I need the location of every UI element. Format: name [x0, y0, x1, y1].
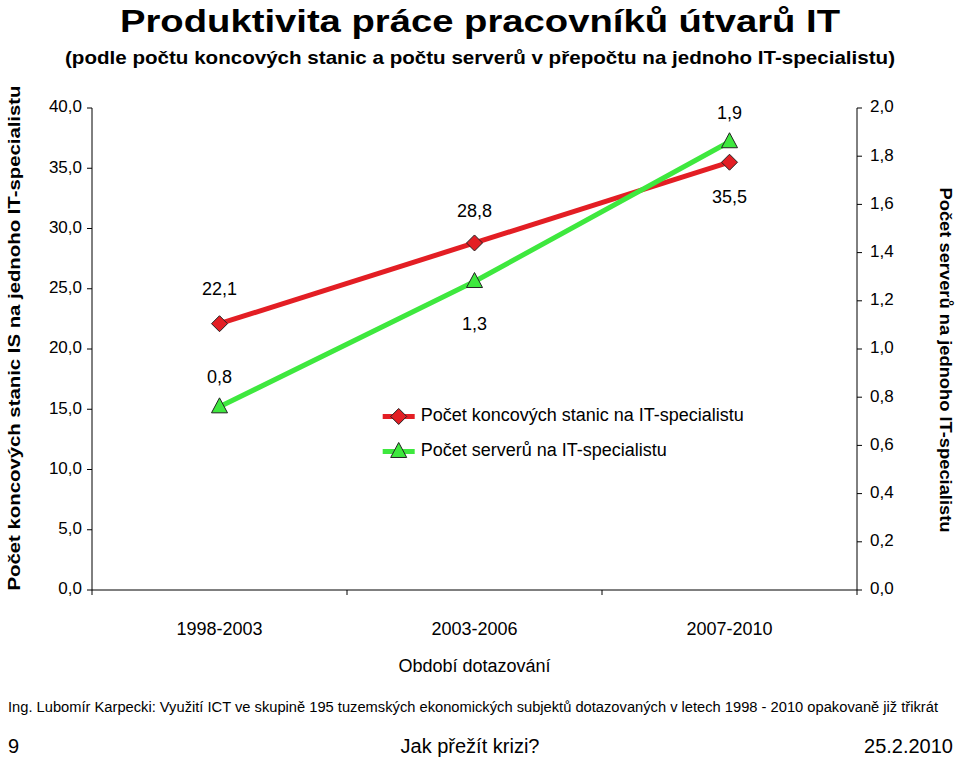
y2-tick — [857, 397, 862, 398]
y2-tick — [857, 252, 862, 253]
annotation: Ing. Lubomír Karpecki: Využití ICT ve sk… — [8, 699, 938, 715]
y2-tick — [857, 541, 862, 542]
legend-label: Počet serverů na IT-specialistu — [421, 440, 667, 460]
y2-tick-label: 0,8 — [870, 387, 894, 406]
subtitle: (podle počtu koncových stanic a počtu se… — [65, 47, 895, 68]
x-tick-label: 2007-2010 — [686, 619, 772, 639]
y-tick — [87, 529, 92, 530]
x-tick — [347, 590, 348, 595]
x-tick — [857, 590, 858, 595]
y2-tick-label: 2,0 — [870, 97, 894, 116]
x-tick-label: 1998-2003 — [176, 619, 262, 639]
y-tick-label: 40,0 — [49, 97, 82, 116]
x-tick — [602, 590, 603, 595]
y-tick-label: 30,0 — [49, 218, 82, 237]
y-tick — [87, 108, 92, 109]
y2-tick — [857, 156, 862, 157]
legend-symbol — [391, 408, 407, 424]
y2-tick — [857, 108, 862, 109]
y2-tick — [857, 493, 862, 494]
data-label: 22,1 — [202, 279, 237, 299]
y-axis-label: Počet koncových stanic IS na jednoho IT-… — [5, 86, 24, 591]
y2-tick — [857, 349, 862, 350]
series-line — [220, 142, 730, 407]
y-tick — [87, 288, 92, 289]
y2-axis-label: Počet serverů na jednoho IT-specialistu — [936, 188, 955, 533]
y-tick-label: 25,0 — [49, 278, 82, 297]
annotation: Jak přežít krizi? — [401, 735, 540, 757]
x-tick-label: 2003-2006 — [431, 619, 517, 639]
y2-tick-label: 0,0 — [870, 579, 894, 598]
point-marker — [722, 154, 738, 170]
y-tick — [87, 228, 92, 229]
y2-tick-label: 1,6 — [870, 194, 894, 213]
y-tick — [87, 409, 92, 410]
annotation: 25.2.2010 — [864, 735, 953, 757]
chart: Produktivita práce pracovníků útvarů IT (… — [0, 0, 960, 760]
legend-label: Počet koncových stanic na IT-specialistu — [421, 405, 744, 425]
point-marker — [467, 273, 483, 288]
plot-area — [212, 133, 738, 413]
background — [0, 0, 960, 760]
y-tick-label: 5,0 — [58, 519, 82, 538]
x-axis-label: Období dotazování — [398, 656, 550, 676]
y2-tick — [857, 300, 862, 301]
data-label: 1,9 — [717, 103, 742, 123]
data-label: 1,3 — [462, 314, 487, 334]
y-tick-label: 20,0 — [49, 338, 82, 357]
data-label: 0,8 — [207, 367, 232, 387]
y2-tick-label: 1,0 — [870, 338, 894, 357]
y-tick-label: 10,0 — [49, 459, 82, 478]
data-label: 28,8 — [457, 201, 492, 221]
point-marker — [722, 133, 738, 148]
y2-tick — [857, 204, 862, 205]
y-tick-label: 0,0 — [58, 579, 82, 598]
x-tick — [92, 590, 93, 595]
y-tick — [87, 168, 92, 169]
point-marker — [212, 316, 228, 332]
y-tick — [87, 590, 92, 591]
data-labels: 22,1 28,8 35,5 0,8 1,3 1,9 — [202, 103, 747, 386]
y-tick — [87, 349, 92, 350]
y-tick — [87, 469, 92, 470]
y2-tick-label: 0,4 — [870, 483, 894, 502]
y2-tick-label: 0,2 — [870, 531, 894, 550]
y2-tick — [857, 445, 862, 446]
y-tick-label: 35,0 — [49, 158, 82, 177]
point-marker — [212, 398, 228, 413]
y2-tick-label: 1,4 — [870, 242, 894, 261]
y-tick-label: 15,0 — [49, 399, 82, 418]
data-label: 35,5 — [712, 187, 747, 207]
y2-tick-label: 1,2 — [870, 290, 894, 309]
annotation: 9 — [8, 735, 19, 757]
legend: Počet koncových stanic na IT-specialistu… — [383, 405, 744, 460]
title: Produktivita práce pracovníků útvarů IT — [120, 3, 841, 39]
y2-tick-label: 1,8 — [870, 146, 894, 165]
point-marker — [467, 235, 483, 251]
x-axis-line — [92, 590, 857, 591]
y2-tick — [857, 590, 862, 591]
legend-symbol — [391, 442, 407, 457]
y2-tick-label: 0,6 — [870, 435, 894, 454]
